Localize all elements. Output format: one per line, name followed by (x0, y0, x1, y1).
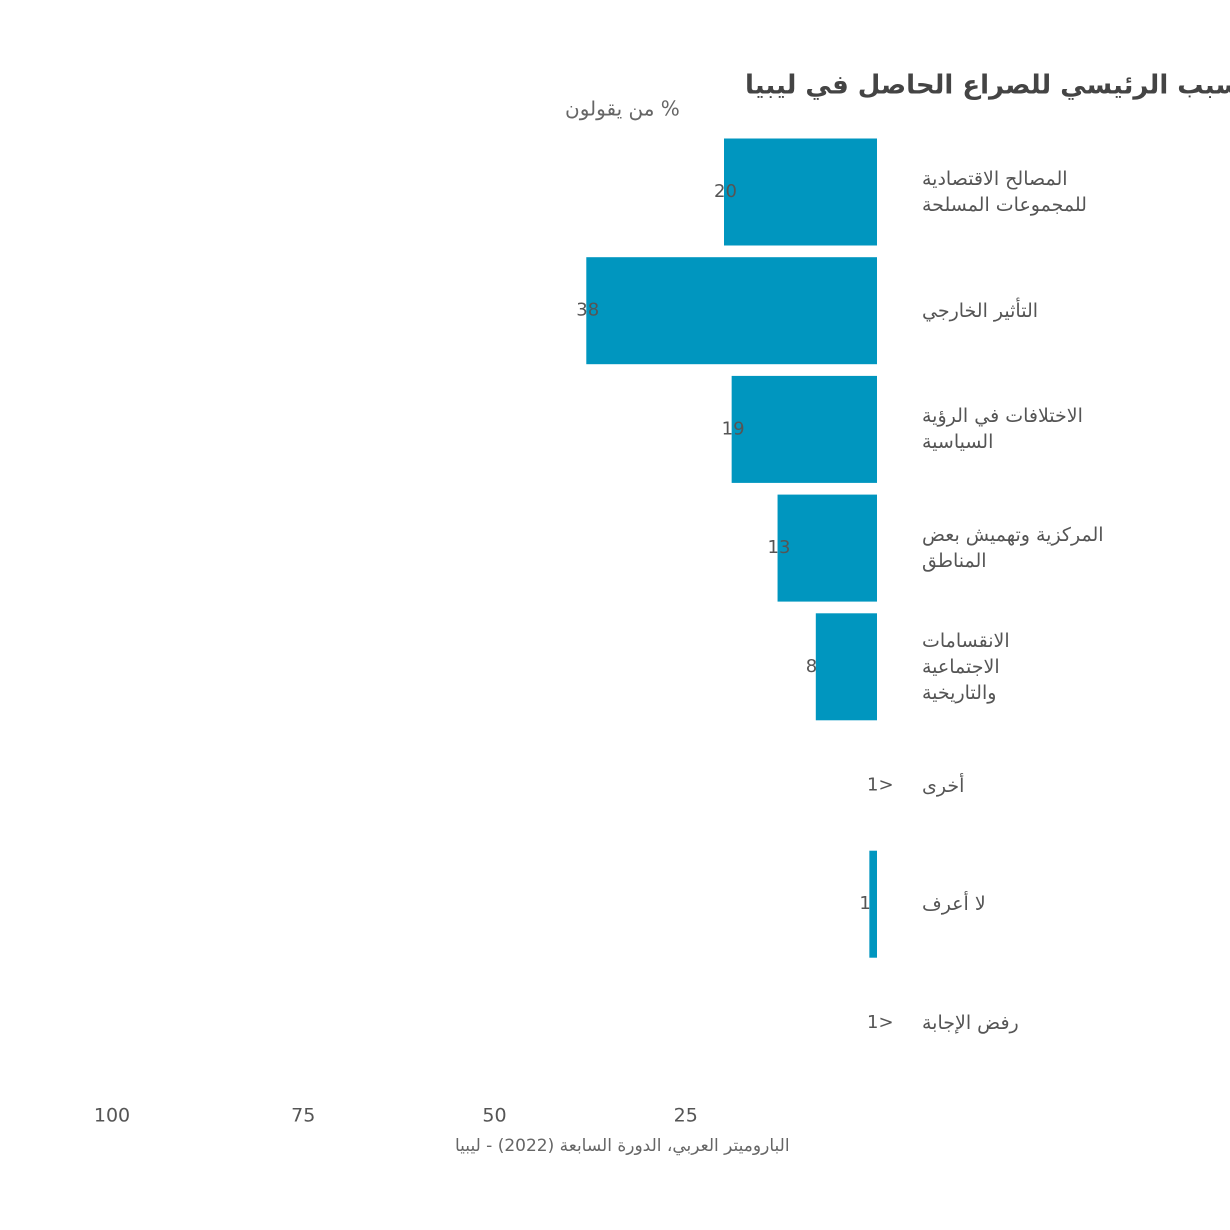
category-label: المركزية وتهميش بعض المناطق (922, 524, 1104, 573)
category-label: الانقسامات الاجتماعية والتاريخية (922, 629, 1010, 704)
source: الباروميتر العربي، الدورة السابعة (2022)… (455, 1136, 790, 1156)
category-label: المصالح الاقتصادية للمجموعات المسلحة (922, 168, 1087, 216)
category-label: أخرى (922, 774, 965, 797)
bar (777, 494, 877, 602)
category-label: الاختلافات في الرؤية السياسية (922, 405, 1083, 454)
chart-title: السبب الرئيسي للصراع الحاصل في ليبيا (745, 71, 1230, 101)
value-label: 8 (806, 656, 817, 677)
category-label: لا أعرف (922, 893, 986, 916)
value-label: <1 (867, 775, 894, 796)
x-tick-label: 25 (674, 1105, 698, 1127)
chart-subtitle: % من يقولون (565, 97, 680, 121)
value-label: 20 (714, 181, 737, 202)
bar (586, 257, 877, 365)
category-label: رفض الإجابة (922, 1011, 1019, 1034)
value-label: 13 (768, 537, 791, 558)
value-label: <1 (867, 1012, 894, 1033)
x-tick-label: 75 (291, 1105, 315, 1127)
bar (731, 375, 877, 483)
bar (869, 850, 877, 958)
bar (815, 613, 877, 721)
x-tick-label: 100 (94, 1105, 130, 1127)
value-label: 1 (859, 893, 870, 914)
x-tick-label: 50 (482, 1105, 506, 1127)
value-label: 19 (722, 418, 745, 439)
category-label: التأثير الخارجي (922, 299, 1039, 322)
value-label: 38 (576, 300, 599, 321)
bar (724, 138, 877, 246)
